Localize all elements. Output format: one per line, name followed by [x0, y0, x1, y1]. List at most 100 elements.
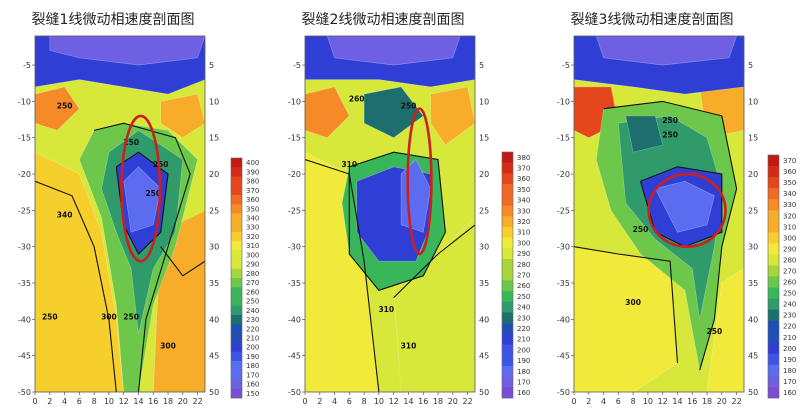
colorbar-label: 210 [783, 334, 796, 342]
colorbar-swatch [768, 265, 779, 277]
colorbar-swatch [231, 259, 242, 270]
contour-label: 250 [145, 189, 161, 198]
colorbar-swatch [768, 298, 779, 310]
y-tick-label-left: -20 [288, 170, 301, 179]
x-tick-label: 18 [163, 397, 173, 406]
contour-label: 250 [633, 225, 649, 234]
velocity-region [363, 86, 424, 138]
y-tick-label-left: -25 [557, 206, 570, 215]
y-tick-label-left: -15 [18, 134, 31, 143]
colorbar-swatch [231, 185, 242, 196]
x-tick-label: 16 [148, 397, 158, 406]
x-tick-label: 18 [702, 397, 712, 406]
colorbar-swatch [231, 204, 242, 214]
y-tick-label-left: -35 [18, 279, 31, 288]
contour-label: 310 [401, 341, 417, 350]
colorbar-label: 240 [517, 304, 530, 312]
y-tick-label-right: 30 [209, 243, 219, 252]
colorbar-swatch [502, 237, 513, 249]
y-tick-label-right: 10 [748, 97, 758, 106]
colorbar-label: 340 [246, 215, 259, 223]
colorbar-label: 260 [783, 279, 796, 287]
anomaly-ellipse [406, 107, 433, 256]
y-tick-label-right: 20 [748, 170, 758, 179]
colorbar-swatch [231, 388, 242, 399]
velocity-region [35, 151, 124, 392]
colorbar-swatch [231, 158, 242, 168]
colorbar-swatch [502, 258, 513, 270]
velocity-region [655, 181, 715, 233]
x-tick-label: 2 [317, 397, 322, 406]
velocity-field: 260 250 310 310 310 [305, 36, 475, 392]
x-tick-label: 0 [571, 397, 576, 406]
contour-label: 250 [401, 102, 417, 111]
colorbar-swatch [768, 155, 779, 167]
colorbar-label: 250 [783, 290, 796, 298]
y-tick-label-right: 20 [479, 170, 489, 179]
y-tick-label-left: -30 [557, 243, 570, 252]
x-tick-label: 10 [374, 397, 384, 406]
y-tick-label-left: -20 [557, 170, 570, 179]
x-tick-label: 10 [104, 397, 114, 406]
colorbar-swatch [768, 309, 779, 321]
colorbar-label: 200 [783, 345, 796, 353]
contour-line [603, 100, 738, 371]
colorbar-swatch [502, 355, 513, 367]
colorbar-label: 300 [517, 239, 530, 247]
y-tick-label-left: -50 [557, 388, 570, 397]
y-tick-label-left: -30 [18, 243, 31, 252]
colorbar-swatch [231, 176, 242, 186]
colorbar-swatch [502, 323, 513, 335]
velocity-region [305, 86, 350, 138]
colorbar-label: 320 [246, 233, 259, 241]
plot-frame [34, 35, 206, 393]
colorbar-label: 350 [517, 186, 530, 194]
colorbar-label: 260 [517, 282, 530, 290]
contour-line [160, 246, 205, 277]
colorbar-label: 360 [783, 168, 796, 176]
x-tick-label: 10 [643, 397, 653, 406]
y-tick-label-left: -40 [288, 315, 301, 324]
colorbar-label: 290 [783, 245, 796, 253]
anomaly-ellipse [120, 114, 162, 263]
velocity-region [430, 86, 475, 146]
y-tick-label-right: 50 [209, 388, 219, 397]
colorbar-label: 310 [783, 223, 796, 231]
contour-label: 250 [57, 102, 73, 111]
colorbar-label: 300 [246, 251, 259, 259]
y-tick-label-left: -5 [23, 61, 31, 70]
y-tick-label-right: 40 [479, 315, 489, 324]
velocity-region [595, 36, 737, 66]
colorbar-swatch [502, 184, 513, 196]
x-tick-label: 14 [133, 397, 143, 406]
contour-line [93, 122, 191, 392]
y-tick-label-left: -40 [557, 315, 570, 324]
colorbar-swatch [502, 280, 513, 292]
colorbar-label: 320 [517, 218, 530, 226]
y-tick-label-left: -30 [288, 243, 301, 252]
colorbar-label: 270 [783, 267, 796, 275]
contour-label: 310 [378, 305, 394, 314]
contour-label: 300 [625, 298, 641, 307]
y-tick-label-left: -15 [288, 134, 301, 143]
colorbar-label: 300 [783, 234, 796, 242]
colorbar-label: 180 [517, 368, 530, 376]
y-tick-label-right: 40 [748, 315, 758, 324]
y-tick-label-left: -25 [18, 206, 31, 215]
x-tick-label: 12 [119, 397, 129, 406]
colorbar-label: 380 [246, 178, 259, 186]
colorbar-swatch [502, 194, 513, 206]
colorbar-label: 240 [783, 301, 796, 309]
velocity-region [123, 166, 161, 233]
x-tick-label: 0 [32, 397, 37, 406]
y-tick-label-left: -5 [293, 61, 301, 70]
velocity-region [35, 86, 80, 131]
colorbar-label: 250 [246, 298, 259, 306]
colorbar-swatch [231, 278, 242, 288]
y-tick-label-right: 25 [748, 206, 758, 215]
x-tick-label: 18 [433, 397, 443, 406]
y-tick-label-left: -10 [557, 97, 570, 106]
x-tick-label: 6 [347, 397, 352, 406]
y-tick-label-right: 15 [209, 134, 219, 143]
